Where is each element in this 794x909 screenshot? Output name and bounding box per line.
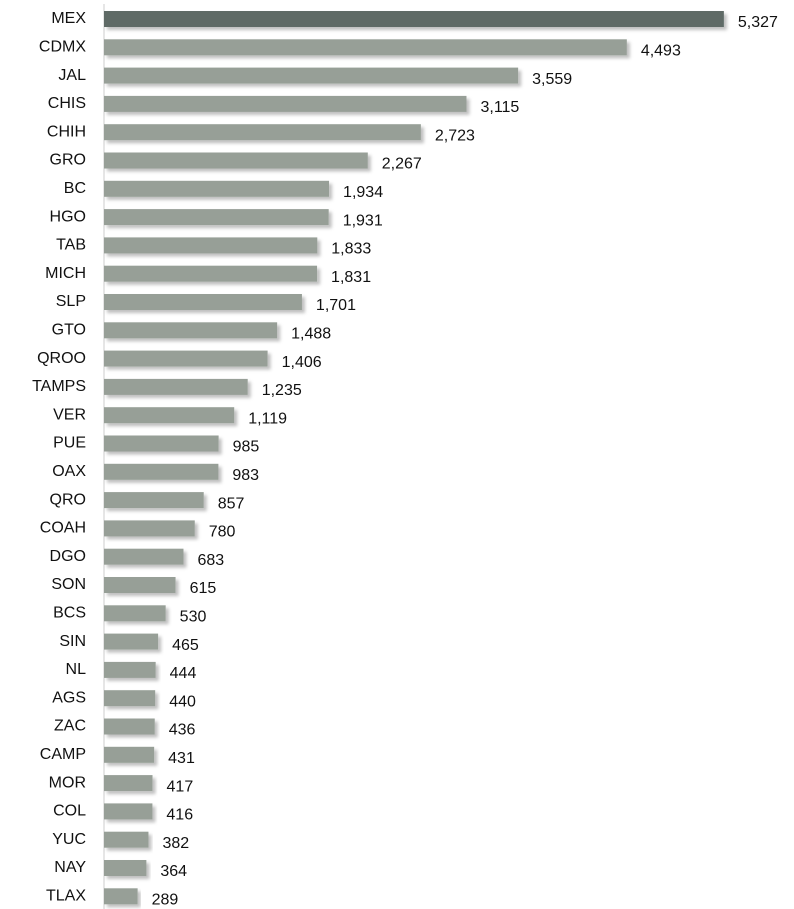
bar (104, 831, 149, 848)
bar (104, 39, 627, 56)
value-label: 3,559 (532, 71, 572, 88)
y-tick-label: OAX (52, 463, 86, 480)
bar (104, 378, 248, 395)
value-label: 683 (197, 552, 224, 569)
bar (104, 548, 184, 565)
y-tick-label: GRO (50, 152, 86, 169)
y-tick-label: NL (66, 661, 87, 678)
y-tick-label: CDMX (39, 39, 86, 56)
value-label: 1,833 (331, 241, 371, 258)
y-tick-label: MOR (49, 774, 86, 791)
value-label: 1,931 (343, 212, 383, 229)
value-label: 1,934 (343, 184, 383, 201)
bar (104, 152, 368, 169)
bar (104, 718, 155, 735)
bar (104, 633, 159, 650)
y-tick-label: DGO (50, 548, 86, 565)
y-tick-label: TLAX (46, 888, 86, 905)
y-tick-label: SON (51, 576, 86, 593)
y-tick-label: QRO (50, 491, 86, 508)
y-tick-label: SIN (59, 633, 86, 650)
bar (104, 803, 153, 820)
bar (104, 180, 330, 197)
bar (104, 888, 138, 905)
value-label: 465 (172, 637, 199, 654)
value-label: 444 (170, 665, 197, 682)
bar (104, 605, 166, 622)
bar (104, 124, 421, 141)
y-tick-label: MEX (51, 10, 86, 27)
y-tick-label: TAMPS (32, 378, 86, 395)
value-label: 857 (218, 495, 245, 512)
y-tick-label: BC (64, 180, 86, 197)
bar (104, 95, 467, 112)
bar (104, 492, 204, 509)
value-label: 431 (168, 750, 195, 767)
value-label: 1,488 (291, 326, 331, 343)
value-label: 440 (169, 693, 196, 710)
bar (104, 294, 302, 310)
value-label: 3,115 (480, 99, 519, 116)
bar (104, 265, 318, 282)
y-tick-label: TAB (56, 237, 86, 254)
y-tick-label: JAL (58, 67, 86, 84)
value-label: 530 (180, 609, 207, 626)
bar (104, 775, 153, 792)
value-label: 4,493 (641, 43, 681, 60)
value-label: 1,701 (316, 297, 356, 314)
y-tick-label: HGO (50, 208, 86, 225)
bar (104, 520, 195, 537)
y-tick-label: QROO (37, 350, 86, 367)
value-label: 364 (160, 863, 187, 880)
value-label: 985 (233, 439, 260, 456)
value-label: 382 (162, 835, 189, 852)
y-tick-label: CHIS (48, 95, 86, 112)
value-label: 1,406 (282, 354, 322, 371)
y-tick-label: AGS (52, 689, 86, 706)
value-label: 780 (209, 524, 236, 541)
bar (104, 690, 156, 707)
y-tick-label: VER (53, 406, 86, 423)
value-label: 1,119 (248, 410, 287, 427)
bar (104, 463, 219, 480)
bar (104, 407, 235, 424)
bar (104, 209, 329, 226)
bar (104, 11, 724, 27)
value-label: 1,235 (262, 382, 302, 399)
value-label: 5,327 (738, 14, 778, 31)
bar (104, 661, 156, 678)
value-label: 2,267 (382, 156, 422, 173)
y-tick-label: CHIH (47, 123, 86, 140)
bar (104, 746, 155, 763)
bar (104, 577, 176, 593)
value-label: 1,831 (331, 269, 371, 286)
value-label: 2,723 (435, 127, 475, 144)
value-label: 289 (152, 892, 179, 909)
value-label: 436 (169, 722, 196, 739)
y-tick-label: YUC (52, 831, 86, 848)
bar (104, 322, 278, 339)
bar (104, 237, 318, 254)
value-label: 983 (232, 467, 259, 484)
y-tick-label: MICH (45, 265, 86, 282)
y-tick-label: SLP (56, 293, 86, 310)
y-tick-label: ZAC (54, 718, 86, 735)
bar (104, 435, 219, 452)
bar (104, 860, 147, 876)
value-label: 615 (190, 580, 217, 597)
value-label: 417 (167, 778, 194, 795)
y-tick-label: BCS (53, 605, 86, 622)
bar (104, 67, 519, 84)
y-tick-label: NAY (54, 859, 86, 876)
y-tick-label: GTO (52, 322, 86, 339)
value-label: 416 (166, 807, 193, 824)
y-tick-label: COL (53, 803, 86, 820)
y-tick-label: COAH (40, 520, 86, 537)
y-tick-label: PUE (53, 435, 86, 452)
y-tick-label: CAMP (40, 746, 86, 763)
bar (104, 350, 268, 367)
